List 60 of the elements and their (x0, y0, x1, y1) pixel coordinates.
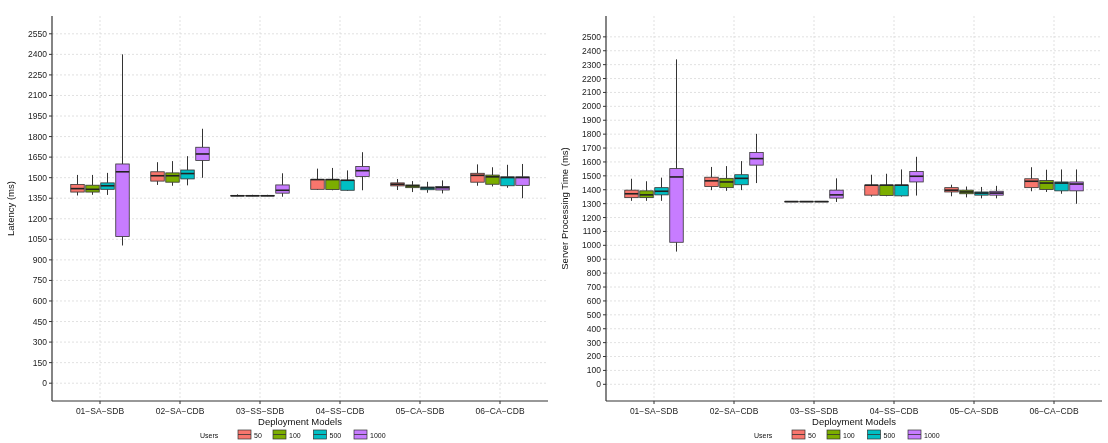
y-axis-title: Latency (ms) (5, 181, 16, 236)
y-tick-label: 400 (586, 323, 602, 334)
x-axis-title: Deployment Models (812, 416, 897, 427)
y-tick-label: 1950 (28, 110, 48, 121)
y-tick-label: 900 (32, 254, 48, 265)
y-tick-label: 700 (586, 282, 602, 292)
x-tick-label: 01−SA−SDB (629, 406, 679, 416)
x-tick-label: 05−CA−SDB (395, 406, 445, 416)
y-axis-title: Server Processing Time (ms) (559, 147, 570, 270)
x-tick-label: 02−SA−CDB (155, 406, 205, 416)
y-tick-label: 0 (42, 378, 48, 389)
y-tick-label: 2300 (582, 59, 602, 70)
y-tick-label: 300 (586, 337, 602, 348)
y-tick-label: 2100 (582, 87, 602, 98)
y-tick-label: 1050 (28, 234, 48, 245)
y-tick-label: 600 (586, 295, 602, 306)
y-tick-label: 1800 (582, 129, 602, 140)
y-tick-label: 2400 (582, 45, 602, 56)
y-tick-label: 450 (32, 316, 48, 327)
y-tick-label: 1500 (28, 172, 48, 183)
y-tick-label: 1700 (582, 143, 602, 154)
y-tick-label: 150 (32, 357, 48, 368)
x-axis-title: Deployment Models (258, 416, 343, 427)
y-tick-label: 2550 (28, 28, 48, 39)
y-tick-label: 2400 (28, 49, 48, 60)
y-tick-label: 300 (32, 337, 48, 348)
x-tick-label: 06−CA−CDB (475, 406, 525, 416)
x-tick-label: 03−SS−SDB (235, 406, 285, 416)
y-tick-label: 1100 (582, 226, 602, 237)
y-tick-label: 1200 (582, 212, 602, 223)
y-tick-label: 1400 (582, 184, 602, 195)
x-tick-label: 06−CA−CDB (1029, 406, 1079, 416)
y-tick-label: 1200 (28, 213, 48, 224)
y-tick-label: 1600 (582, 156, 602, 167)
y-tick-label: 1000 (582, 240, 602, 251)
y-tick-label: 600 (32, 295, 48, 306)
y-tick-label: 1900 (582, 115, 602, 126)
y-tick-label: 2200 (582, 73, 602, 84)
x-tick-label: 04−SS−CDB (869, 406, 919, 416)
y-tick-label: 2250 (28, 69, 48, 80)
y-tick-label: 2100 (28, 90, 48, 101)
y-tick-label: 900 (586, 254, 602, 265)
y-tick-label: 1350 (28, 193, 48, 204)
y-tick-label: 0 (596, 379, 602, 390)
x-tick-label: 04−SS−CDB (315, 406, 365, 416)
x-tick-label: 05−CA−SDB (949, 406, 999, 416)
y-tick-label: 2000 (582, 101, 602, 112)
y-tick-label: 800 (586, 268, 602, 279)
y-tick-label: 1300 (582, 198, 602, 209)
y-tick-label: 100 (586, 365, 602, 376)
y-tick-label: 1800 (28, 131, 48, 142)
y-tick-label: 1650 (28, 152, 48, 163)
y-tick-label: 1500 (582, 170, 602, 181)
x-tick-label: 02−SA−CDB (709, 406, 759, 416)
y-tick-label: 750 (32, 275, 48, 286)
y-tick-label: 200 (586, 351, 602, 362)
y-tick-label: 500 (586, 309, 602, 320)
y-tick-label: 2500 (582, 31, 602, 42)
x-tick-label: 01−SA−SDB (75, 406, 125, 416)
x-tick-label: 03−SS−SDB (789, 406, 839, 416)
